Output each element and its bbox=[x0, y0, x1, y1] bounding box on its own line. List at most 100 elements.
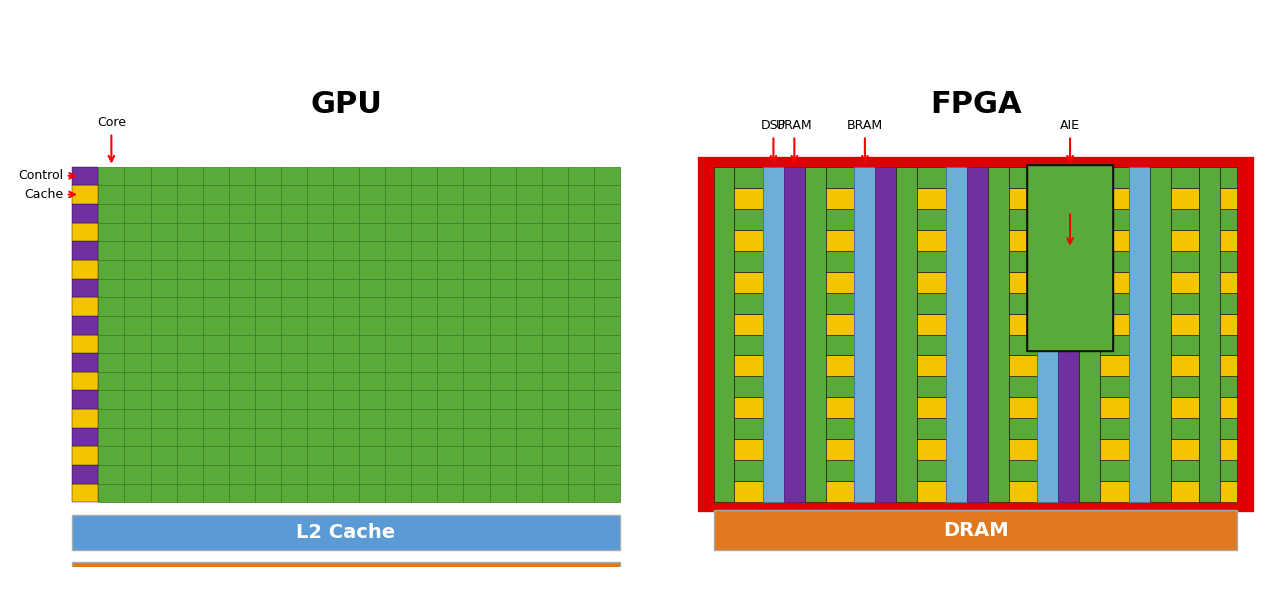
Bar bbox=[202, 372, 229, 391]
Bar bbox=[202, 204, 229, 223]
Bar bbox=[124, 278, 151, 297]
Bar bbox=[568, 204, 593, 223]
Bar bbox=[568, 353, 593, 372]
Bar bbox=[386, 278, 411, 297]
Bar bbox=[411, 185, 438, 204]
Bar bbox=[917, 230, 946, 250]
Bar bbox=[490, 484, 516, 503]
Bar bbox=[1221, 230, 1237, 250]
Bar bbox=[202, 297, 229, 316]
Bar bbox=[541, 409, 568, 428]
Bar bbox=[1008, 439, 1037, 461]
Text: DRAM: DRAM bbox=[942, 520, 1008, 540]
Bar bbox=[826, 230, 854, 250]
Bar bbox=[568, 316, 593, 334]
Bar bbox=[254, 391, 281, 409]
Bar bbox=[541, 223, 568, 241]
Bar bbox=[359, 316, 386, 334]
Bar bbox=[438, 465, 463, 484]
Bar bbox=[1170, 461, 1199, 481]
Bar bbox=[568, 166, 593, 185]
Bar bbox=[917, 272, 946, 292]
Bar bbox=[307, 241, 333, 260]
Bar bbox=[254, 297, 281, 316]
Bar bbox=[386, 204, 411, 223]
Bar bbox=[463, 166, 490, 185]
Bar bbox=[177, 297, 202, 316]
Bar bbox=[1101, 419, 1128, 439]
Bar bbox=[1027, 165, 1113, 351]
Bar bbox=[516, 297, 541, 316]
Bar bbox=[1008, 397, 1037, 419]
Bar bbox=[1221, 334, 1237, 356]
Bar bbox=[124, 428, 151, 446]
Bar bbox=[99, 316, 124, 334]
Bar bbox=[359, 465, 386, 484]
Bar bbox=[229, 204, 254, 223]
Bar bbox=[438, 484, 463, 503]
Bar bbox=[1170, 397, 1199, 419]
Bar bbox=[359, 166, 386, 185]
Bar bbox=[202, 465, 229, 484]
Bar bbox=[826, 292, 854, 314]
Bar bbox=[99, 185, 124, 204]
Bar bbox=[151, 334, 177, 353]
Bar bbox=[72, 391, 99, 409]
Bar bbox=[438, 278, 463, 297]
Bar bbox=[229, 316, 254, 334]
Bar bbox=[463, 446, 490, 465]
Bar bbox=[151, 391, 177, 409]
Bar bbox=[151, 372, 177, 391]
Bar bbox=[593, 316, 620, 334]
Bar bbox=[386, 409, 411, 428]
Bar bbox=[72, 353, 99, 372]
Bar bbox=[281, 241, 307, 260]
Bar bbox=[1221, 481, 1237, 503]
Bar bbox=[333, 166, 359, 185]
Bar bbox=[438, 409, 463, 428]
Bar bbox=[1008, 230, 1037, 250]
Text: Control: Control bbox=[18, 169, 63, 182]
Bar bbox=[386, 185, 411, 204]
Bar bbox=[202, 185, 229, 204]
Bar bbox=[490, 297, 516, 316]
Bar bbox=[99, 446, 124, 465]
Bar bbox=[124, 372, 151, 391]
Bar bbox=[917, 314, 946, 334]
Bar bbox=[1170, 419, 1199, 439]
Bar bbox=[734, 439, 763, 461]
Bar bbox=[333, 204, 359, 223]
Bar bbox=[1170, 481, 1199, 503]
Bar bbox=[784, 166, 805, 503]
Bar bbox=[826, 356, 854, 377]
Bar bbox=[593, 465, 620, 484]
Bar bbox=[1221, 419, 1237, 439]
Bar bbox=[826, 461, 854, 481]
Bar bbox=[826, 439, 854, 461]
Bar bbox=[151, 278, 177, 297]
Bar bbox=[438, 353, 463, 372]
Bar bbox=[1199, 166, 1221, 503]
Bar bbox=[516, 465, 541, 484]
Bar bbox=[1170, 188, 1199, 208]
Bar bbox=[490, 278, 516, 297]
Bar bbox=[568, 241, 593, 260]
Bar bbox=[541, 372, 568, 391]
Bar bbox=[254, 260, 281, 278]
Bar bbox=[99, 353, 124, 372]
Bar bbox=[411, 465, 438, 484]
Bar bbox=[386, 223, 411, 241]
Bar bbox=[99, 278, 124, 297]
Bar bbox=[281, 334, 307, 353]
Text: URAM: URAM bbox=[775, 118, 812, 131]
Bar bbox=[438, 260, 463, 278]
Bar bbox=[1170, 377, 1199, 397]
Bar bbox=[734, 230, 763, 250]
Bar bbox=[1008, 334, 1037, 356]
Bar bbox=[72, 446, 99, 465]
Bar bbox=[734, 292, 763, 314]
Bar bbox=[438, 297, 463, 316]
Bar bbox=[307, 334, 333, 353]
Bar bbox=[124, 446, 151, 465]
Text: AIE: AIE bbox=[1060, 118, 1080, 131]
